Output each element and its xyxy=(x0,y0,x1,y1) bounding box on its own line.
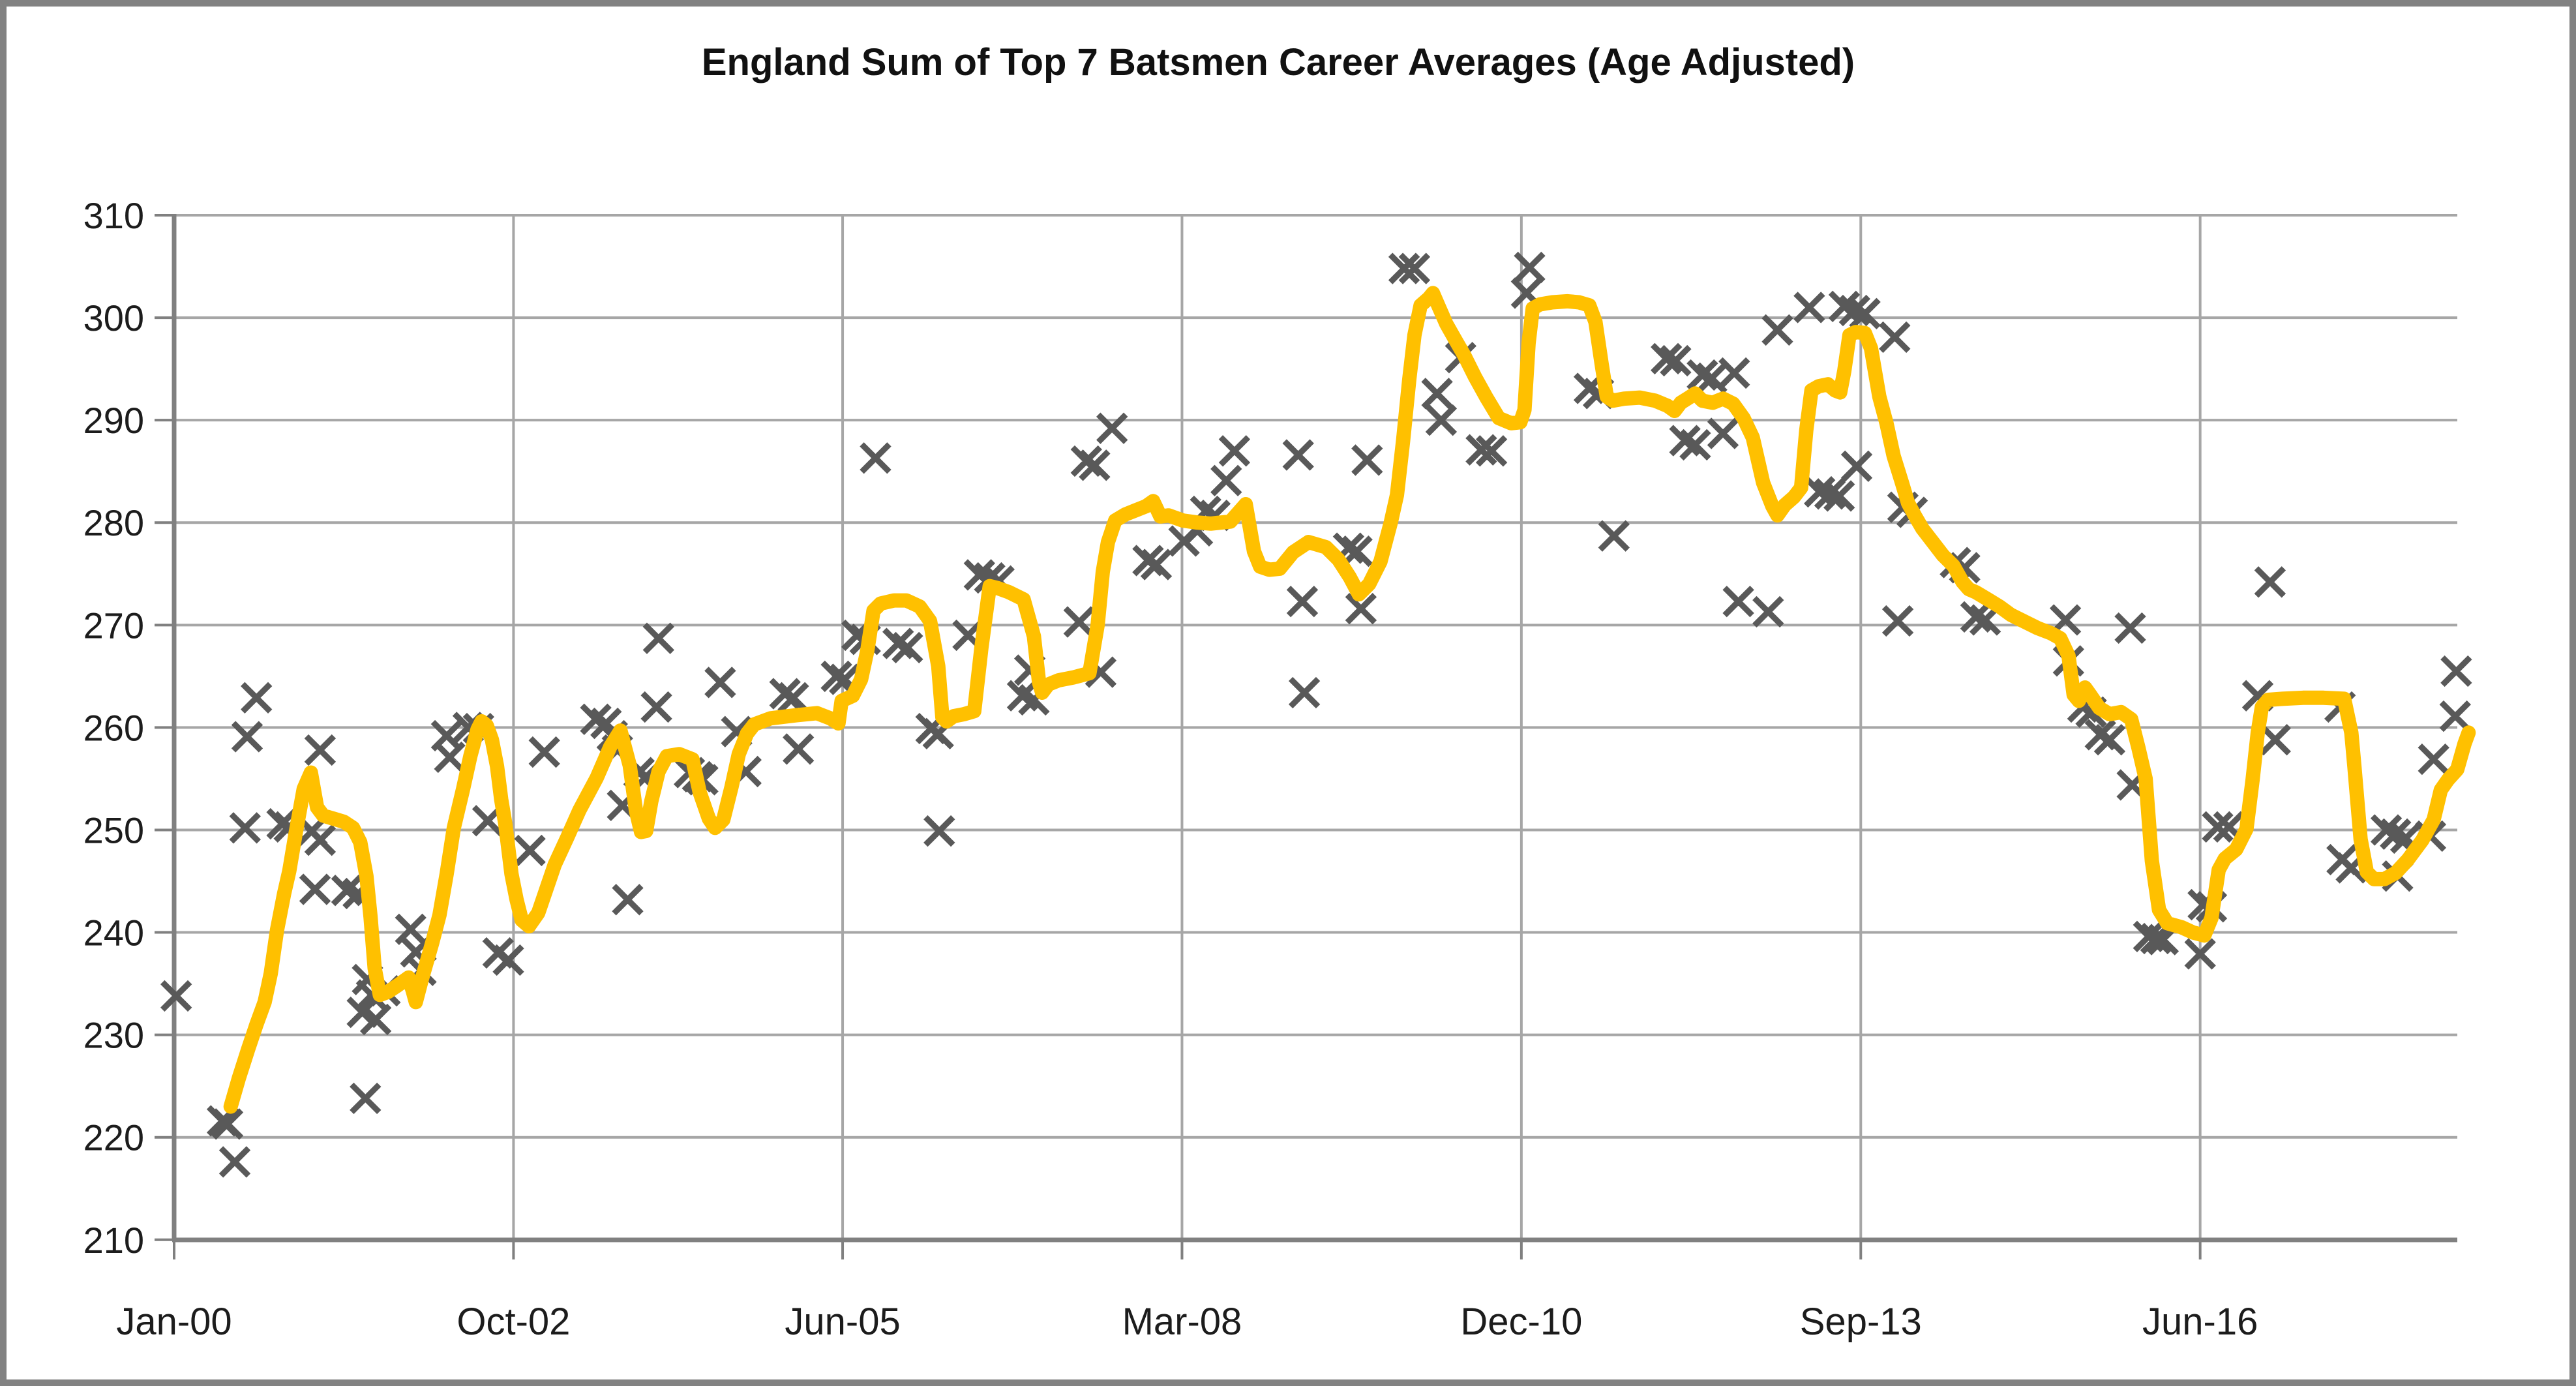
chart-title: England Sum of Top 7 Batsmen Career Aver… xyxy=(701,41,1855,83)
y-gridlines xyxy=(155,214,2457,1241)
x-tick-label: Mar-08 xyxy=(1122,1301,1242,1343)
trend-line-series xyxy=(223,286,2476,1114)
x-tick-label: Jan-00 xyxy=(116,1301,232,1343)
x-tick-label: Jun-16 xyxy=(2142,1301,2258,1343)
y-tick-label: 300 xyxy=(83,297,144,339)
chart-canvas: 210 220 230 240 250 260 270 280 290 300 310 Jan-00 O… xyxy=(83,195,2476,1343)
y-tick-label: 310 xyxy=(83,195,144,236)
y-tick-label: 260 xyxy=(83,707,144,748)
y-tick-label: 270 xyxy=(83,605,144,646)
x-tick-label: Jun-05 xyxy=(785,1301,900,1343)
x-tick-label: Dec-10 xyxy=(1460,1301,1582,1343)
x-tick-label: Oct-02 xyxy=(457,1301,570,1343)
x-tick-labels: Jan-00 Oct-02 Jun-05 Mar-08 Dec-10 Sep-13 Jun-… xyxy=(116,1301,2258,1343)
y-tick-label: 290 xyxy=(83,400,144,441)
y-tick-label: 230 xyxy=(83,1015,144,1056)
x-tick-label: Sep-13 xyxy=(1800,1301,1922,1343)
y-tick-label: 220 xyxy=(83,1117,144,1158)
y-tick-label: 280 xyxy=(83,502,144,543)
y-tick-labels: 210 220 230 240 250 260 270 280 290 300 310 xyxy=(83,195,144,1261)
y-tick-label: 210 xyxy=(83,1220,144,1261)
y-tick-label: 240 xyxy=(83,912,144,954)
y-tick-label: 250 xyxy=(83,809,144,851)
